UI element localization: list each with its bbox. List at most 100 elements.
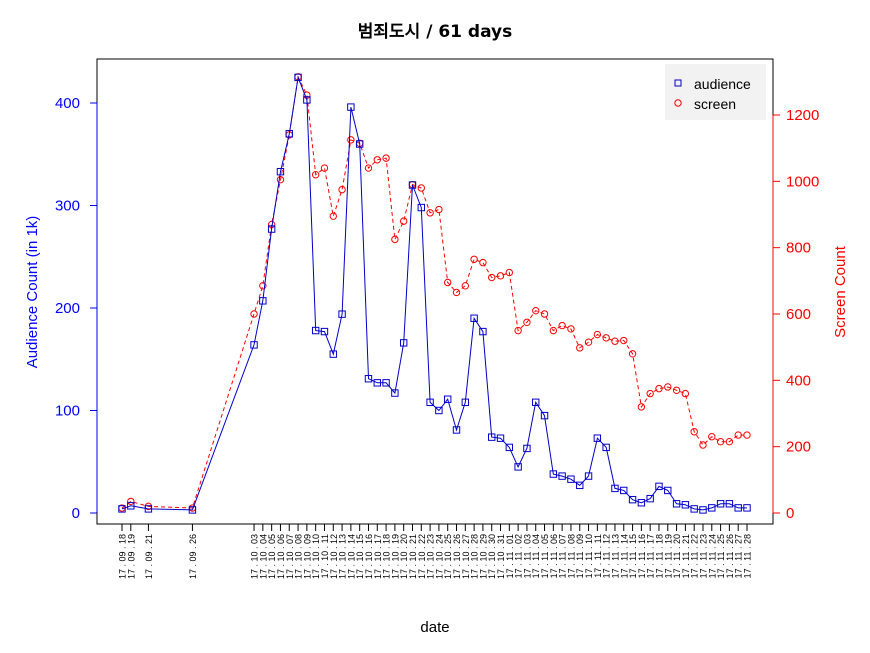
right-tick-label: 0 [786,505,794,522]
screen-point [584,338,593,346]
legend-box [665,64,766,120]
x-tick-label: 17 . 10 . 29 [478,534,488,579]
x-tick-label: 17 . 10 . 09 [302,534,312,579]
x-tick-label: 17 . 10 . 24 [434,534,444,579]
screen-point [373,156,381,164]
screen-point [558,321,566,330]
x-tick-label: 17 . 11 . 25 [716,534,726,578]
audience-point [567,475,575,483]
x-tick-label: 17 . 11 . 20 [672,534,682,578]
audience-point [540,411,549,420]
x-tick-label: 17 . 10 . 30 [487,534,497,579]
left-tick-label: 200 [55,300,80,317]
x-tick-label: 17 . 10 . 28 [470,534,480,579]
series-layer [118,73,751,514]
screen-point [576,344,584,352]
x-tick-label: 17 . 11 . 26 [725,534,735,578]
audience-point [303,96,311,104]
x-tick-label: 17 . 11 . 05 [540,534,550,578]
screen-point [593,330,602,339]
x-tick-label: 17 . 10 . 12 [329,534,339,579]
screen-point [708,433,716,441]
screen-point [435,205,443,214]
legend-screen-marker [674,99,682,107]
legend-audience-marker [674,79,682,87]
audience-point [347,103,355,111]
x-tick-label: 17 . 10 . 08 [294,534,304,579]
x-tick-label: 17 . 10 . 17 [373,534,383,579]
screen-point [743,431,751,439]
audience-point [576,481,584,490]
x-tick-label: 17 . 11 . 15 [628,534,638,578]
audience-point [549,470,558,478]
x-tick-label: 17 . 11 . 28 [743,534,753,578]
screen-point [549,326,558,335]
audience-point [523,444,531,453]
audience-point [391,389,399,397]
right-axis: 0 200 400 600 800 1000 1200 Screen Count [772,107,849,522]
audience-point [435,406,443,415]
audience-point [294,73,302,82]
screen-point [672,386,681,394]
screen-point [391,235,399,244]
left-tick-label: 300 [55,198,80,215]
screen-point [540,310,549,318]
audience-point [725,500,734,508]
screen-point [382,154,390,162]
screen-point [364,164,373,172]
audience-point [470,314,478,322]
audience-point [637,499,646,507]
x-tick-label: 17 . 10 . 14 [346,534,356,579]
plot-frame [96,58,774,525]
audience-point [734,504,742,512]
screen-point [514,326,522,335]
screen-point [699,441,707,449]
audience-point [514,463,522,471]
screen-point [259,282,267,290]
left-tick-label: 0 [72,505,80,522]
x-tick-label: 17 . 11 . 06 [549,534,559,578]
screen-point [602,334,610,342]
x-tick-label: 17 . 10 . 03 [250,534,260,579]
x-tick-label: 17 . 11 . 04 [531,534,541,578]
audience-point [672,500,681,508]
screen-point [532,306,540,315]
audience-point [127,502,135,510]
x-tick-label: 17 . 11 . 10 [584,534,594,578]
left-axis-label: Audience Count (in 1k) [24,216,41,369]
x-tick-label: 17 . 10 . 25 [443,534,453,579]
audience-point [311,326,320,335]
x-tick-label: 17 . 11 . 19 [663,534,673,578]
right-tick-label: 400 [786,372,811,389]
audience-point [532,398,540,407]
audience-point [690,505,698,513]
audience-point [602,443,610,452]
audience-point [584,472,593,480]
audience-point [681,501,690,509]
audience-point [338,310,346,318]
x-tick-label: 17 . 09 . 18 [118,534,128,579]
screen-point [505,268,514,277]
screen-point [523,318,531,326]
audience-point [699,506,707,514]
audience-point [250,341,258,349]
audience-point [118,505,126,513]
audience-point [399,339,408,347]
screen-point [725,437,734,446]
screen-point [628,350,637,358]
screen-point [250,310,258,318]
legend-audience-label: audience [694,76,751,92]
left-axis: 0 100 200 300 400 Audience Count (in 1k) [24,95,98,522]
x-tick-label: 17 . 11 . 16 [637,534,647,578]
screen-point [734,431,742,439]
x-tick-label: 17 . 11 . 22 [690,534,700,578]
screen-point [276,175,285,184]
audience-point [488,433,496,441]
x-tick-label: 17 . 10 . 05 [267,534,277,579]
x-tick-label: 17 . 10 . 22 [417,534,427,579]
screen-point [338,185,346,194]
screen-point [488,273,496,282]
x-tick-label: 17 . 11 . 23 [698,534,708,578]
x-tick-label: 17 . 11 . 18 [654,534,664,578]
